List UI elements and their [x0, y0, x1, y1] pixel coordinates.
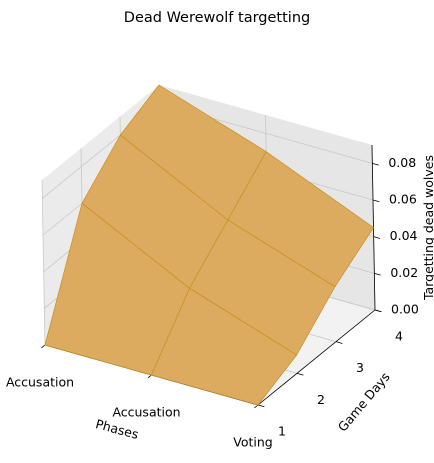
x-tick-label: Accusation: [112, 405, 180, 420]
surface-patch: [151, 287, 298, 406]
y-tick: [296, 372, 304, 376]
y-tick: [335, 341, 343, 344]
y-tick-label: 1: [278, 424, 286, 439]
z-tick-label: 0.00: [391, 302, 419, 317]
z-tick: [374, 309, 382, 313]
x-tick: [147, 374, 152, 379]
z-tick-label: 0.08: [388, 155, 416, 170]
chart-title: Dead Werewolf targetting: [124, 10, 310, 26]
y-axis-label: Game Days: [335, 369, 393, 434]
x-tick-label: Voting: [233, 435, 272, 450]
z-tick: [372, 199, 380, 203]
x-tick: [41, 344, 46, 349]
y-tick-label: 3: [356, 360, 364, 375]
z-tick-label: 0.06: [389, 192, 417, 207]
x-tick-label: Accusation: [6, 375, 74, 390]
y-grid-line: [41, 179, 46, 346]
y-tick-label: 4: [395, 329, 403, 344]
x-axis-label: Phases: [94, 416, 140, 442]
z-tick: [374, 272, 381, 276]
z-tick: [373, 236, 381, 239]
z-tick-label: 0.04: [390, 228, 418, 243]
y-axis: [257, 309, 376, 406]
x-tick: [254, 404, 259, 409]
y-tick-label: 2: [317, 392, 325, 407]
z-tick-label: 0.02: [390, 265, 418, 280]
z-tick: [372, 162, 379, 166]
z-axis-label: Targetting dead wolves: [421, 155, 434, 301]
y-tick: [257, 404, 265, 408]
